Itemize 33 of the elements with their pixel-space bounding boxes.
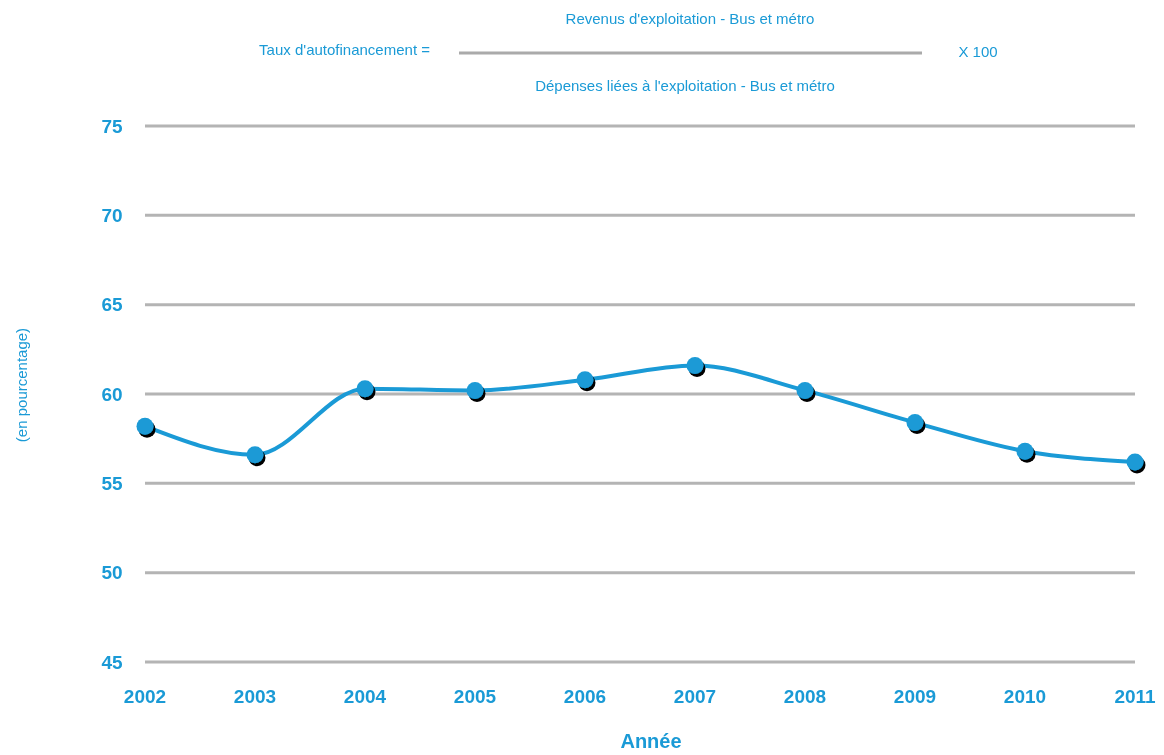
point [246, 446, 264, 464]
point [576, 371, 594, 389]
x-axis-title: Année [620, 730, 682, 752]
y-tick-label: 75 [101, 115, 123, 137]
x-tick-label: 2007 [673, 686, 717, 707]
point [796, 381, 814, 399]
y-tick-label: 60 [101, 383, 123, 405]
x-tick-label: 2002 [123, 686, 167, 707]
point [1016, 442, 1034, 460]
text: X 100 [958, 43, 998, 60]
y-tick-label: 50 [101, 562, 123, 584]
x-tick-label: 2009 [893, 686, 937, 707]
x-tick-label: 2006 [563, 686, 607, 707]
x-tick-label: 2004 [343, 686, 387, 707]
point [1126, 453, 1144, 471]
point [466, 381, 484, 399]
x-tick-label: 2005 [453, 686, 497, 707]
x-tick-label: 2008 [783, 686, 827, 707]
x-tick-label: 2011 [1114, 686, 1157, 707]
x-tick-label: 2003 [233, 686, 277, 707]
y-tick-label: 70 [101, 204, 123, 226]
x-tick-label: 2010 [1003, 686, 1047, 707]
y-tick-label: 65 [101, 294, 123, 316]
point [136, 417, 154, 435]
text: Revenus d'exploitation - Bus et métro [565, 10, 815, 27]
y-tick-label: 55 [101, 472, 123, 494]
point [906, 414, 924, 432]
y-tick-label: 45 [101, 651, 123, 673]
point [686, 356, 704, 374]
text: Dépenses liées à l'exploitation - Bus et métro [535, 77, 835, 94]
y-axis-title: (en pourcentage) [13, 327, 30, 443]
text: Taux d'autofinancement = [259, 41, 431, 58]
point [356, 380, 374, 398]
